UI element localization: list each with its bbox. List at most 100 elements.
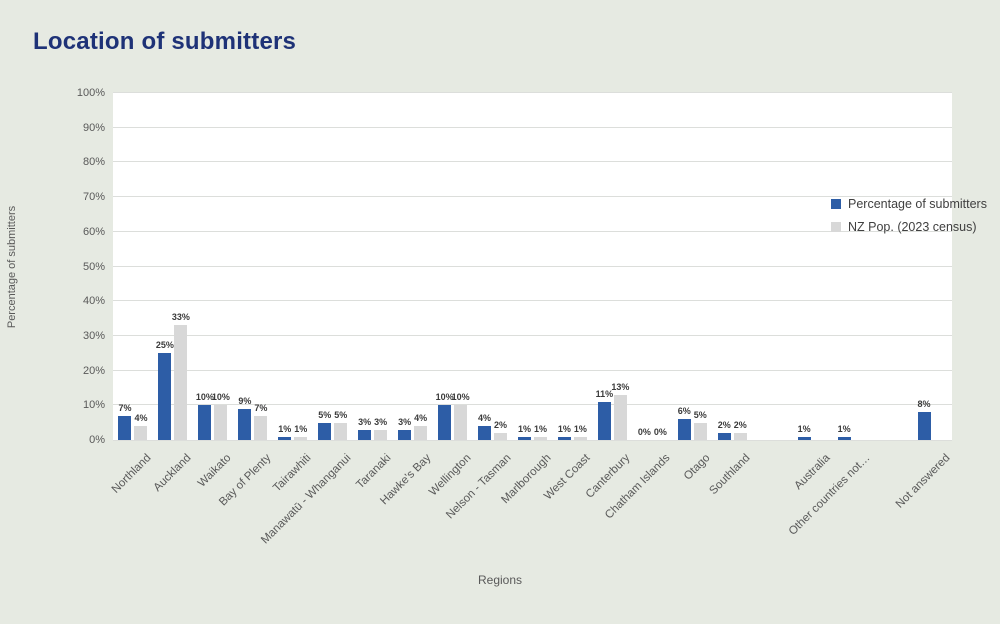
legend-label: NZ Pop. (2023 census) [848,219,977,234]
gridline [113,265,952,267]
bar-nz-pop [693,422,707,440]
chart-legend: Percentage of submitters NZ Pop. (2023 c… [831,192,987,238]
x-tick-label: Otago [682,452,713,483]
x-tick-label: Australia [792,452,833,493]
bar-nz-pop [613,394,627,440]
y-tick-label: 30% [82,329,105,342]
y-tick-label: 90% [82,121,105,134]
bar-nz-pop [134,426,148,440]
gridline [113,334,952,336]
data-label: 4% [134,413,148,424]
data-label: 3% [374,416,388,427]
x-tick-label: Not answered [893,452,953,511]
page-title: Location of submitters [33,28,297,55]
data-label: 7% [118,402,132,413]
bar-percentage-of-submitters [917,412,931,440]
bar-percentage-of-submitters [478,426,492,440]
x-tick-label: Other countries not… [786,452,873,538]
bar-percentage-of-submitters [557,436,571,440]
bar-percentage-of-submitters [118,415,132,440]
y-tick-label: 60% [82,225,105,238]
data-label: 10% [211,392,230,403]
legend-label: Percentage of submitters [848,196,987,211]
x-tick-label: Tairawhiti [270,452,314,495]
data-label: 1% [797,423,811,434]
legend-swatch-gray-icon [831,221,841,232]
bar-percentage-of-submitters [398,429,412,440]
gridline [113,369,952,371]
data-label: 5% [318,409,332,420]
bar-percentage-of-submitters [797,436,811,440]
data-label: 3% [398,416,412,427]
data-label: 5% [334,409,348,420]
data-label: 2% [733,420,747,431]
bar-percentage-of-submitters [198,405,212,440]
bar-nz-pop [214,405,228,440]
data-label: 0% [653,427,667,437]
bar-percentage-of-submitters [278,436,292,440]
x-tick-label: Southland [707,452,753,498]
gridline [113,440,952,441]
bar-nz-pop [733,433,747,440]
data-label: 6% [677,406,691,417]
x-tick-label: Waikato [195,452,234,490]
bar-nz-pop [334,422,348,440]
bar-percentage-of-submitters [837,436,851,440]
data-label: 7% [254,402,268,413]
bar-percentage-of-submitters [597,401,611,440]
y-tick-label: 100% [76,87,105,99]
gridline [113,196,952,198]
data-label: 1% [533,423,548,434]
gridline [113,161,952,163]
gridline [113,126,952,128]
data-label: 8% [917,399,931,410]
data-label: 4% [478,413,492,424]
data-label: 2% [717,420,731,431]
bar-nz-pop [174,325,188,440]
y-tick-label: 10% [82,399,105,412]
x-tick-label: Northland [109,452,154,496]
data-label: 1% [278,423,292,434]
data-label: 1% [573,423,587,434]
bar-percentage-of-submitters [717,433,731,440]
x-axis-title: Regions [477,573,523,587]
y-tick-label: 70% [82,191,105,204]
data-label: 5% [693,409,707,420]
bar-nz-pop [494,433,508,440]
data-label: 3% [358,416,372,427]
y-tick-label: 40% [82,295,105,308]
data-label: 9% [238,395,252,406]
legend-item-submitters: Percentage of submitters [831,192,987,215]
gridline [113,404,952,406]
data-label: 1% [837,423,851,434]
gridline [113,230,952,232]
bar-percentage-of-submitters [677,419,691,440]
y-tick-label: 0% [89,434,105,446]
data-label: 11% [595,388,614,399]
bar-nz-pop [573,436,587,440]
data-label: 10% [195,392,214,403]
chart-plot-area: 7% 4% 25% 33% 10% 10% 9% 7% 1% 1% 5% 5% 3% 3% 3% 4% 10% 1… [113,92,987,441]
bar-nz-pop [534,436,547,440]
bar-nz-pop [294,436,308,440]
bar-percentage-of-submitters [518,436,531,440]
bar-nz-pop [454,405,468,440]
y-tick-label: 20% [82,364,105,377]
data-label: 33% [171,312,190,323]
data-label: 10% [435,392,454,403]
data-label: 25% [155,340,174,351]
data-label: 2% [494,420,508,431]
gridline [113,92,952,93]
x-tick-label: Auckland [151,452,194,494]
y-tick-label: 80% [82,156,105,169]
x-tick-label: Taranaki [353,452,394,492]
data-label: 13% [611,381,630,392]
bar-nz-pop [254,415,268,440]
legend-item-nz-pop: NZ Pop. (2023 census) [831,215,987,238]
bar-percentage-of-submitters [318,422,332,440]
y-axis-title: Percentage of submitters [6,205,18,328]
y-tick-label: 50% [82,260,105,273]
legend-swatch-blue-icon [831,198,841,209]
data-label: 0% [637,427,651,437]
